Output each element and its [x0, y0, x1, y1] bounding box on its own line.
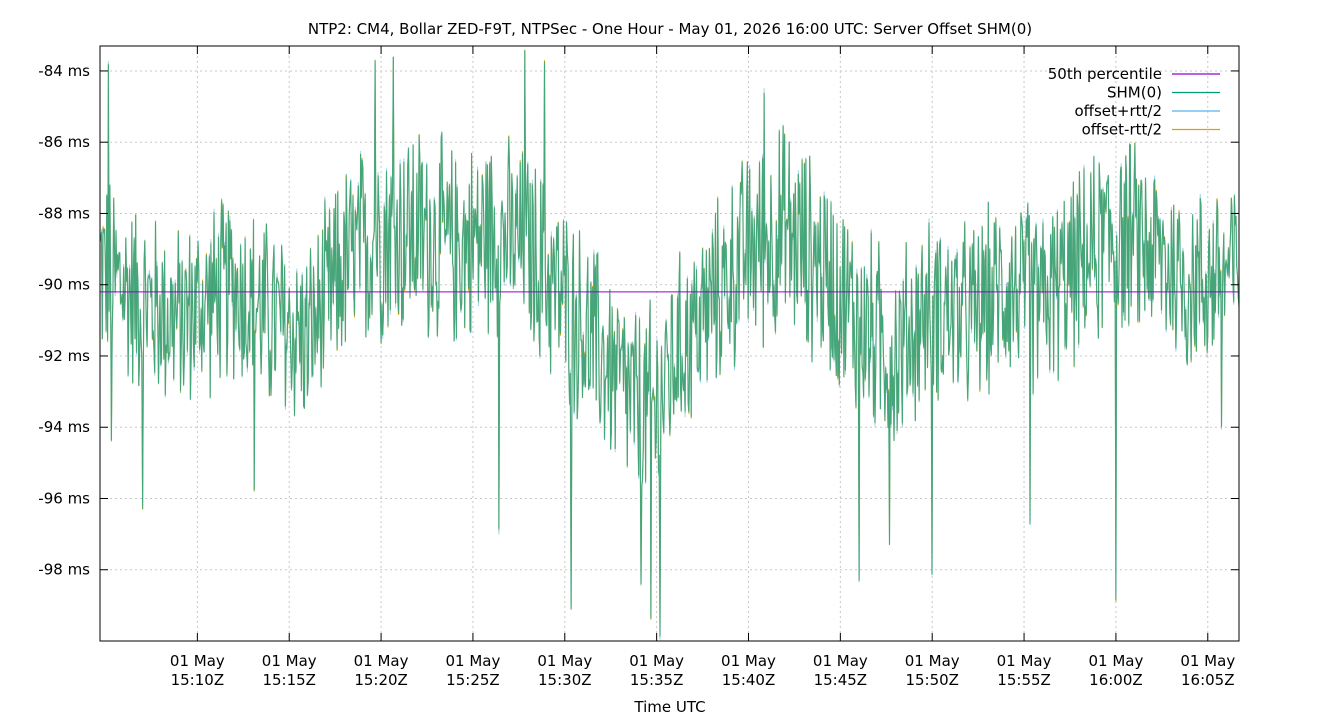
x-tick-label-time: 15:35Z	[630, 671, 684, 689]
x-tick-label-time: 16:00Z	[1089, 671, 1143, 689]
chart-title: NTP2: CM4, Bollar ZED-F9T, NTPSec - One …	[308, 20, 1032, 38]
x-tick-label-time: 15:55Z	[997, 671, 1051, 689]
x-axis-label: Time UTC	[633, 698, 705, 716]
x-tick-label-date: 01 May	[1180, 652, 1235, 670]
x-tick-label-date: 01 May	[537, 652, 592, 670]
x-tick-label-time: 15:45Z	[814, 671, 868, 689]
y-tick-label: -84 ms	[38, 62, 90, 80]
x-tick-label-date: 01 May	[997, 652, 1052, 670]
x-tick-label-date: 01 May	[1088, 652, 1143, 670]
legend-label: 50th percentile	[1048, 65, 1162, 83]
axis-ticks: -84 ms -86 ms -88 ms -90 ms -92 ms -94 ms -96 …	[38, 46, 1239, 689]
x-tick-label-date: 01 May	[445, 652, 500, 670]
plot-frame	[99, 45, 1240, 642]
x-tick-label-date: 01 May	[262, 652, 317, 670]
x-tick-label-time: 15:20Z	[354, 671, 408, 689]
x-tick-label-date: 01 May	[813, 652, 868, 670]
x-tick-label-time: 15:30Z	[538, 671, 592, 689]
series-layer	[100, 49, 1239, 640]
x-tick-label-date: 01 May	[354, 652, 409, 670]
x-tick-label-time: 15:40Z	[722, 671, 776, 689]
y-tick-label: -98 ms	[38, 561, 90, 579]
x-tick-label-date: 01 May	[629, 652, 684, 670]
y-tick-label: -96 ms	[38, 489, 90, 507]
x-tick-label-time: 15:50Z	[905, 671, 959, 689]
y-tick-label: -88 ms	[38, 204, 90, 222]
x-tick-label-date: 01 May	[721, 652, 776, 670]
legend-label: offset+rtt/2	[1074, 102, 1162, 120]
y-tick-label: -86 ms	[38, 133, 90, 151]
x-tick-label-date: 01 May	[905, 652, 960, 670]
legend: 50th percentileSHM(0)offset+rtt/2offset-…	[1048, 65, 1220, 139]
x-tick-label-time: 15:15Z	[262, 671, 316, 689]
legend-label: SHM(0)	[1107, 84, 1162, 102]
y-tick-label: -94 ms	[38, 418, 90, 436]
legend-label: offset-rtt/2	[1082, 121, 1162, 139]
x-tick-label-time: 15:25Z	[446, 671, 500, 689]
y-tick-label: -90 ms	[38, 276, 90, 294]
y-tick-label: -92 ms	[38, 347, 90, 365]
x-tick-label-date: 01 May	[170, 652, 225, 670]
x-tick-label-time: 16:05Z	[1181, 671, 1235, 689]
x-tick-label-time: 15:10Z	[171, 671, 225, 689]
series-line-shm-0-	[100, 50, 1239, 637]
